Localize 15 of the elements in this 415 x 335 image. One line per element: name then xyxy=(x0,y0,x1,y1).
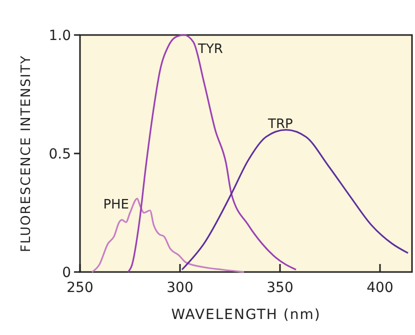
y-axis-title: FLUORESCENCE INTENSITY xyxy=(19,54,34,252)
line-series xyxy=(181,129,409,270)
series-label: TYR xyxy=(197,42,223,57)
x-tick-label: 300 xyxy=(166,280,194,296)
x-tick-label: 350 xyxy=(266,280,294,296)
x-tick-label: 400 xyxy=(366,280,394,296)
y-tick-label: 0 xyxy=(62,265,71,281)
y-tick-label: 0.5 xyxy=(48,146,71,162)
series-label: TRP xyxy=(267,116,293,132)
x-axis-title: WAVELENGTH (nm) xyxy=(171,307,321,323)
line-series xyxy=(127,34,297,273)
y-tick-label: 1.0 xyxy=(48,28,71,44)
series-label: PHE xyxy=(103,198,130,213)
line-series xyxy=(91,198,245,273)
x-tick-label: 250 xyxy=(66,280,94,296)
